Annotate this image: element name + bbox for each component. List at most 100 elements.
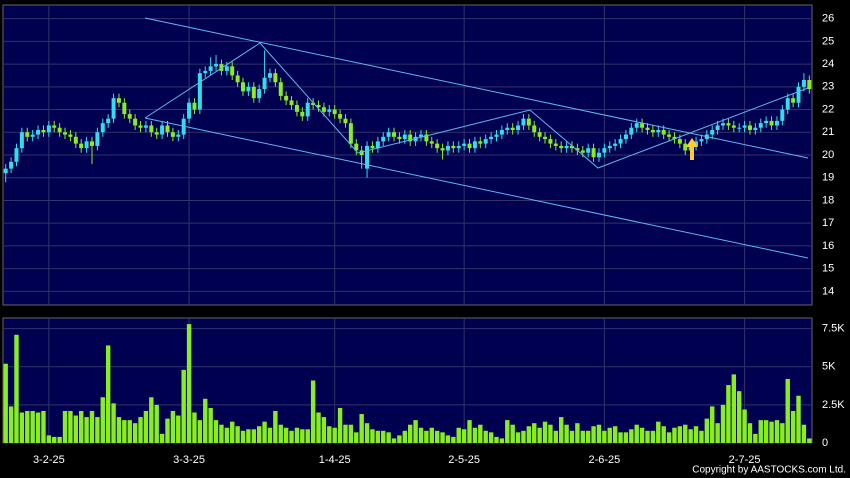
candle-body bbox=[462, 143, 467, 146]
candle-body bbox=[219, 64, 224, 71]
volume-bar bbox=[731, 374, 736, 443]
candle-body bbox=[656, 130, 661, 133]
candle-body bbox=[774, 120, 779, 126]
volume-bar bbox=[699, 430, 704, 443]
y-tick-label: 19 bbox=[822, 172, 834, 184]
volume-bar bbox=[354, 432, 359, 443]
y-tick-label: 17 bbox=[822, 217, 834, 229]
volume-bar bbox=[170, 410, 176, 443]
volume-bar bbox=[488, 432, 494, 443]
volume-bar bbox=[165, 418, 170, 443]
volume-bar bbox=[483, 430, 488, 443]
candle-body bbox=[532, 125, 537, 133]
candle-body bbox=[521, 118, 526, 126]
volume-bar bbox=[278, 424, 283, 443]
candle-body bbox=[553, 143, 558, 146]
volume-bar bbox=[677, 426, 683, 443]
candle-body bbox=[230, 66, 235, 76]
volume-bar bbox=[585, 430, 591, 443]
volume-bar bbox=[35, 412, 41, 443]
candle-body bbox=[386, 132, 391, 137]
volume-bar bbox=[774, 420, 780, 443]
volume-bar bbox=[434, 430, 440, 443]
volume-bar bbox=[515, 432, 521, 443]
volume-bar bbox=[294, 427, 300, 443]
candle-body bbox=[634, 123, 639, 128]
candle-body bbox=[580, 150, 585, 153]
volume-bar bbox=[612, 426, 618, 443]
candle-body bbox=[737, 127, 742, 129]
copyright: Copyright by AASTOCKS.com Ltd. bbox=[692, 465, 846, 476]
volume-bar bbox=[116, 417, 122, 443]
volume-bar bbox=[451, 436, 456, 443]
volume-bar bbox=[154, 404, 159, 443]
volume-bar bbox=[267, 427, 273, 443]
volume-bar bbox=[159, 433, 165, 443]
volume-bar bbox=[289, 430, 294, 443]
trend-line bbox=[144, 17, 809, 159]
x-tick-label: 2-7-25 bbox=[729, 454, 761, 466]
candle-body bbox=[192, 102, 197, 110]
volume-bar bbox=[510, 424, 515, 443]
volume-bar bbox=[111, 403, 116, 443]
y-tick-label: 24 bbox=[822, 58, 834, 70]
volume-bar bbox=[742, 409, 747, 443]
candle-body bbox=[251, 86, 256, 99]
volume-bar bbox=[79, 410, 84, 443]
volume-bar bbox=[456, 427, 461, 443]
volume-bar bbox=[758, 420, 763, 443]
volume-bar bbox=[796, 395, 801, 443]
volume-bar bbox=[203, 398, 208, 443]
volume-bar bbox=[208, 407, 213, 443]
candle-body bbox=[19, 132, 24, 149]
candle-body bbox=[694, 141, 699, 146]
candle-body bbox=[559, 145, 564, 149]
volume-bar bbox=[52, 436, 57, 443]
candle-body bbox=[100, 123, 105, 133]
volume-bar bbox=[402, 430, 408, 443]
candle-body bbox=[456, 145, 461, 149]
candle-body bbox=[569, 145, 574, 149]
volume-bar bbox=[143, 410, 149, 443]
arrow bbox=[686, 138, 698, 160]
volume-bar bbox=[564, 424, 569, 443]
candle-body bbox=[14, 148, 19, 162]
volume-bar bbox=[73, 415, 79, 443]
volume-bar bbox=[305, 429, 310, 443]
candle-body bbox=[41, 130, 46, 133]
volume-bar bbox=[639, 427, 645, 443]
candle-body bbox=[165, 125, 170, 133]
volume-bar bbox=[683, 424, 688, 443]
y-tick-label: 5K bbox=[822, 361, 836, 373]
candle-body bbox=[591, 148, 596, 158]
candle-body bbox=[402, 134, 407, 140]
candle-body bbox=[472, 141, 477, 149]
candle-body bbox=[758, 123, 763, 128]
volume-bar bbox=[424, 430, 429, 443]
candle-body bbox=[138, 125, 143, 128]
y-tick-label: 25 bbox=[822, 35, 834, 47]
volume-bar bbox=[127, 420, 132, 443]
y-tick-label: 16 bbox=[822, 240, 834, 252]
volume-bar bbox=[472, 427, 478, 443]
candle-body bbox=[257, 89, 262, 99]
candle-body bbox=[246, 86, 251, 92]
candle-body bbox=[116, 98, 121, 103]
volume-bar bbox=[418, 427, 424, 443]
volume-bar bbox=[715, 423, 720, 443]
volume-bar bbox=[149, 397, 154, 443]
candle-body bbox=[483, 139, 488, 144]
volume-bar bbox=[548, 424, 553, 443]
y-tick-label: 23 bbox=[822, 81, 834, 93]
volume-bar bbox=[19, 412, 25, 443]
trend-line bbox=[144, 117, 809, 259]
volume-bar bbox=[769, 421, 774, 443]
candle-body bbox=[445, 145, 450, 151]
candle-body bbox=[731, 125, 736, 128]
candle-body bbox=[753, 127, 758, 130]
volume-bar bbox=[283, 427, 289, 443]
volume-bar bbox=[310, 380, 316, 443]
volume-bar bbox=[666, 432, 672, 443]
volume-bar bbox=[726, 385, 731, 443]
candle-body bbox=[791, 98, 796, 103]
